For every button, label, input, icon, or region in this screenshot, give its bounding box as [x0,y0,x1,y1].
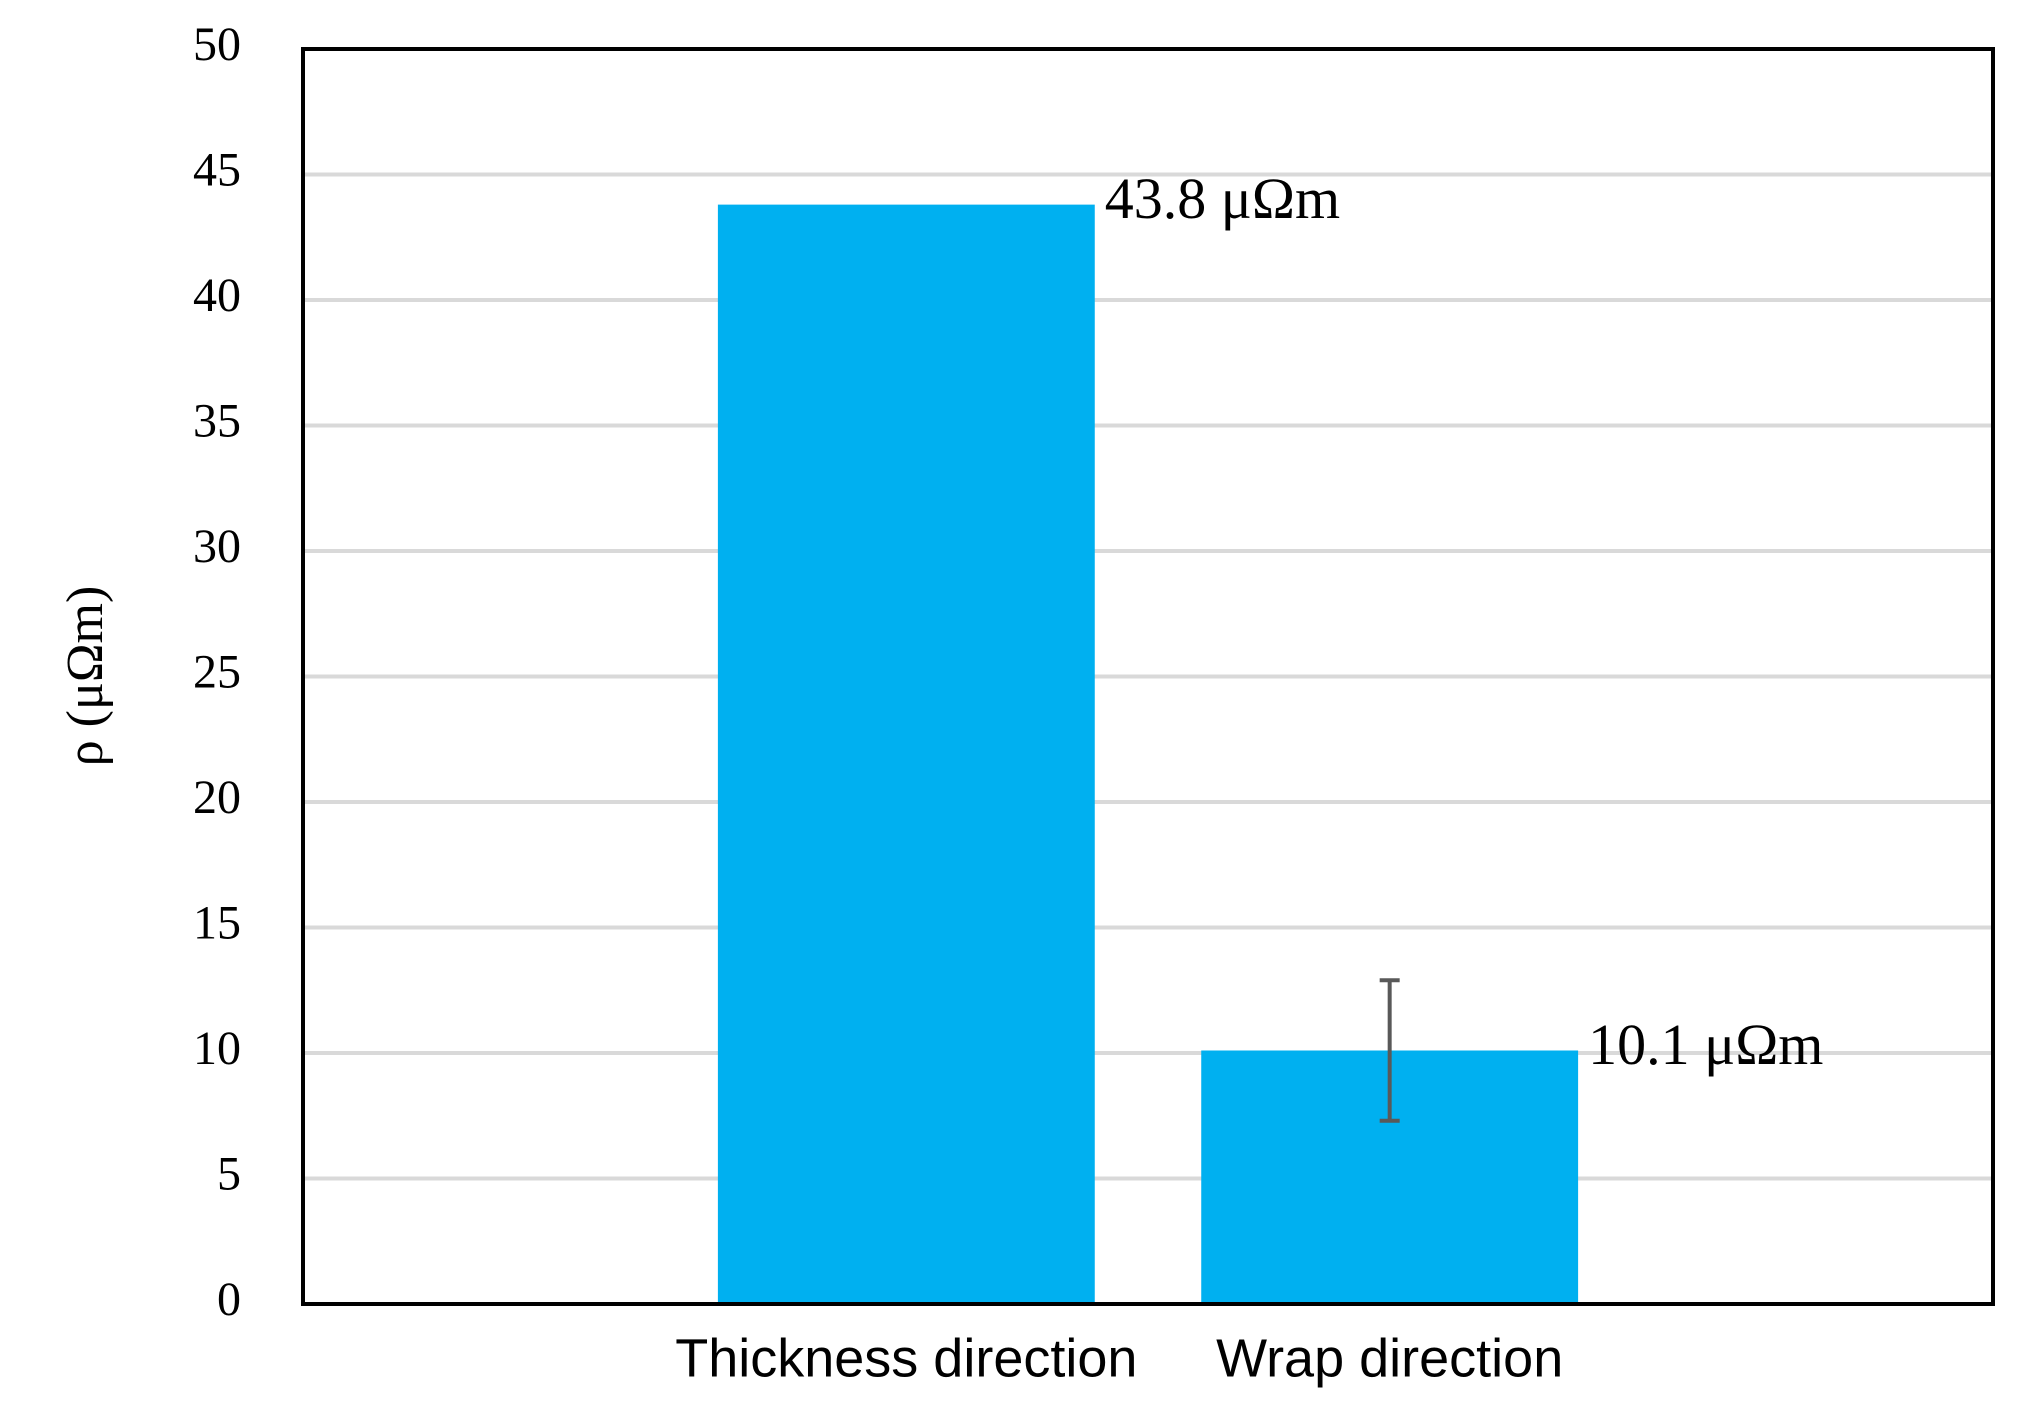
y-tick-label: 0 [217,1273,241,1326]
y-tick-label: 45 [193,144,241,197]
y-tick-label: 5 [217,1148,241,1201]
y-axis-label: ρ (μΩm) [57,586,114,767]
y-tick-label: 35 [193,395,241,448]
x-tick-label: Wrap direction [1216,1328,1563,1388]
bar [717,204,1095,1304]
y-tick-label: 30 [193,520,241,573]
value-label: 43.8 μΩm [1105,166,1340,231]
y-tick-label: 40 [193,269,241,322]
y-tick-label: 25 [193,646,241,699]
y-tick-label: 10 [193,1022,241,1075]
y-tick-label: 50 [193,18,241,71]
plot-frame [301,47,1995,1306]
y-tick-label: 15 [193,897,241,950]
x-tick-label: Thickness direction [675,1328,1137,1388]
value-label: 10.1 μΩm [1588,1012,1823,1077]
y-tick-label: 20 [193,771,241,824]
